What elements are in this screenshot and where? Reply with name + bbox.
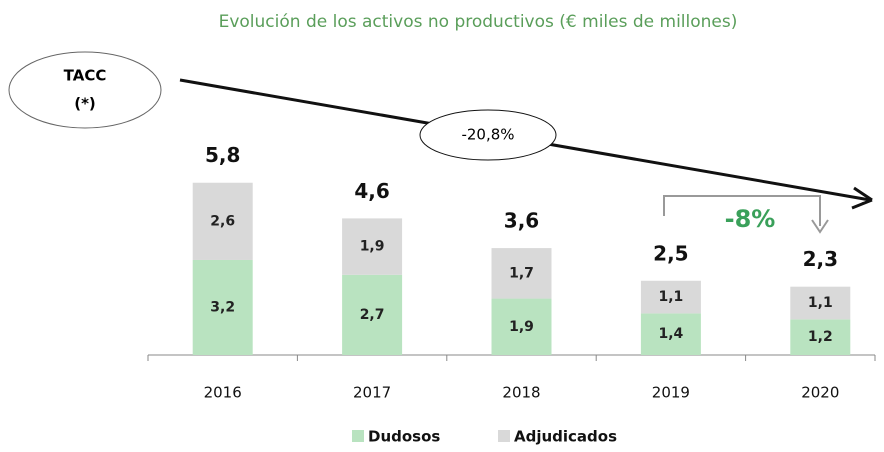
legend-label: Adjudicados: [514, 428, 617, 446]
bar-segment: [342, 218, 403, 275]
x-tick-label: 2019: [652, 384, 690, 402]
cagr-label: -20,8%: [461, 126, 514, 144]
x-tick-label: 2017: [353, 384, 391, 402]
total-label: 4,6: [354, 179, 389, 203]
segment-label: 1,4: [658, 326, 683, 342]
segment-label: 1,9: [360, 239, 385, 255]
total-label: 2,3: [803, 247, 838, 271]
tacc-ellipse: [8, 51, 162, 129]
segment-label: 2,6: [210, 213, 235, 229]
segment-label: 1,2: [808, 329, 833, 345]
legend-swatch: [498, 430, 510, 442]
bar-segment: [790, 286, 851, 320]
bar-segment: [342, 274, 403, 355]
x-tick-label: 2016: [204, 384, 242, 402]
tacc-label: TACC: [64, 67, 107, 85]
legend-label: Dudosos: [368, 428, 440, 446]
tacc-label: (*): [74, 95, 96, 113]
bar-segment: [192, 259, 253, 355]
bar-segment: [491, 298, 552, 355]
x-tick-label: 2018: [502, 384, 540, 402]
bar-segment: [640, 280, 701, 314]
total-label: 5,8: [205, 143, 240, 167]
segment-label: 2,7: [360, 307, 385, 323]
total-label: 2,5: [653, 241, 688, 265]
bar-segment: [491, 248, 552, 299]
cagr-ellipse: [419, 109, 557, 161]
arrow-head: [851, 186, 873, 210]
legend-swatch: [352, 430, 364, 442]
segment-label: 1,1: [808, 295, 833, 311]
change-bracket: [663, 195, 821, 226]
change-label: -8%: [725, 205, 776, 233]
segment-label: 1,1: [658, 289, 683, 305]
segment-label: 1,9: [509, 319, 534, 335]
chart-title: Evolución de los activos no productivos …: [219, 12, 738, 32]
change-arrow-head: [811, 219, 829, 234]
segment-label: 3,2: [210, 299, 235, 315]
x-tick-label: 2020: [801, 384, 839, 402]
bar-segment: [790, 319, 851, 355]
total-label: 3,6: [504, 209, 539, 233]
bar-segment: [192, 182, 253, 260]
segment-label: 1,7: [509, 265, 534, 281]
bar-segment: [640, 313, 701, 355]
